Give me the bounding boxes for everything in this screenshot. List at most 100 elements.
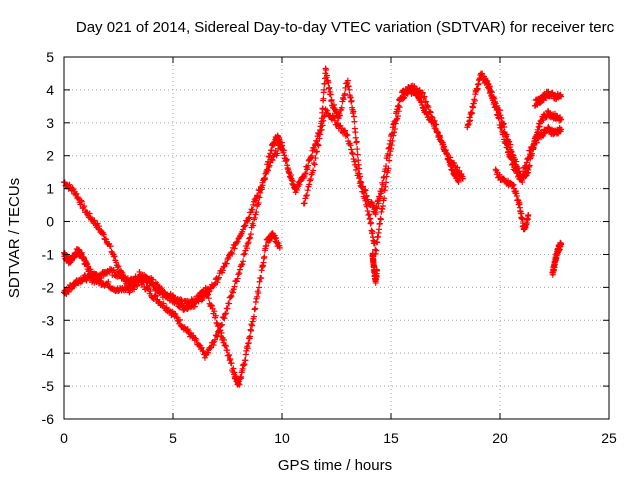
data-point bbox=[246, 214, 253, 221]
data-point bbox=[351, 118, 358, 125]
data-point bbox=[379, 202, 386, 209]
data-point bbox=[398, 94, 405, 101]
data-point bbox=[357, 182, 364, 189]
data-point bbox=[98, 274, 105, 281]
data-point bbox=[386, 152, 393, 159]
data-point bbox=[343, 131, 350, 138]
data-point bbox=[113, 259, 120, 266]
data-point bbox=[513, 158, 520, 165]
data-point bbox=[392, 120, 399, 127]
data-point bbox=[348, 146, 355, 153]
data-point bbox=[388, 145, 394, 152]
data-point bbox=[390, 132, 397, 139]
data-point bbox=[388, 142, 395, 149]
data-point bbox=[243, 245, 250, 252]
data-point bbox=[224, 347, 231, 354]
data-point bbox=[316, 135, 323, 142]
data-point bbox=[558, 241, 565, 248]
data-point bbox=[212, 312, 219, 319]
data-point bbox=[393, 116, 400, 123]
data-point bbox=[519, 216, 526, 223]
data-point bbox=[201, 354, 208, 361]
data-point bbox=[82, 276, 89, 283]
data-point bbox=[455, 179, 462, 186]
data-point bbox=[354, 151, 361, 158]
data-point bbox=[173, 314, 180, 321]
data-point bbox=[255, 284, 262, 291]
data-point bbox=[319, 122, 326, 129]
series-track-j bbox=[549, 239, 565, 278]
data-point bbox=[372, 211, 379, 218]
data-point bbox=[403, 90, 410, 97]
data-point bbox=[355, 170, 362, 177]
x-tick-labels: 0 5 10 15 20 25 bbox=[60, 430, 617, 446]
data-point bbox=[520, 168, 527, 175]
data-point bbox=[447, 154, 454, 161]
data-point bbox=[395, 108, 402, 115]
data-point bbox=[382, 183, 389, 190]
data-point bbox=[202, 284, 209, 291]
data-point bbox=[222, 310, 229, 317]
data-point bbox=[212, 336, 219, 343]
data-point bbox=[205, 295, 212, 302]
data-point bbox=[215, 322, 222, 329]
data-point bbox=[419, 104, 426, 111]
data-point bbox=[467, 117, 474, 124]
data-point bbox=[527, 147, 534, 154]
data-point bbox=[221, 315, 228, 322]
data-point bbox=[103, 236, 110, 243]
data-point bbox=[331, 114, 338, 121]
data-point bbox=[558, 116, 565, 123]
data-point bbox=[255, 199, 262, 206]
data-point bbox=[204, 292, 211, 299]
data-point bbox=[353, 163, 360, 170]
data-point bbox=[395, 113, 402, 120]
data-point bbox=[558, 93, 565, 100]
y-tick-labels: -6 -5 -4 -3 -2 -1 0 1 2 3 4 5 bbox=[42, 49, 55, 427]
data-point bbox=[177, 296, 184, 303]
data-point bbox=[147, 288, 154, 295]
data-point bbox=[376, 193, 383, 200]
data-point bbox=[381, 195, 388, 202]
data-point bbox=[246, 235, 253, 242]
data-point bbox=[303, 192, 310, 199]
data-point bbox=[438, 138, 445, 145]
data-point bbox=[344, 132, 351, 139]
data-point bbox=[236, 381, 243, 388]
data-point bbox=[488, 89, 495, 96]
data-point bbox=[305, 162, 312, 169]
data-point bbox=[231, 283, 238, 290]
data-point bbox=[317, 131, 324, 138]
data-point bbox=[261, 176, 268, 183]
data-point bbox=[338, 104, 345, 111]
data-point bbox=[318, 126, 325, 133]
data-point bbox=[381, 187, 388, 194]
data-point bbox=[425, 104, 432, 111]
data-point bbox=[201, 288, 208, 295]
data-point bbox=[375, 200, 382, 207]
data-point bbox=[222, 342, 229, 349]
data-point bbox=[159, 288, 166, 295]
data-point bbox=[486, 84, 493, 91]
data-point bbox=[336, 112, 343, 119]
data-point bbox=[334, 120, 341, 127]
data-point bbox=[210, 342, 217, 349]
data-point bbox=[530, 144, 537, 151]
y-tick-label: 3 bbox=[46, 115, 54, 131]
data-point bbox=[242, 222, 249, 229]
data-point bbox=[451, 160, 458, 167]
data-point bbox=[248, 321, 255, 328]
plot-frame bbox=[63, 56, 610, 420]
data-point bbox=[247, 333, 254, 340]
data-point bbox=[247, 234, 254, 241]
data-point bbox=[471, 97, 478, 104]
data-point bbox=[503, 131, 510, 138]
data-point bbox=[507, 141, 514, 148]
data-point bbox=[252, 305, 259, 312]
data-point bbox=[341, 90, 348, 97]
y-tick-label: -2 bbox=[42, 279, 55, 295]
data-point bbox=[468, 109, 475, 116]
data-point bbox=[91, 217, 98, 224]
y-tick-label: 5 bbox=[46, 49, 54, 65]
data-point bbox=[208, 302, 215, 309]
